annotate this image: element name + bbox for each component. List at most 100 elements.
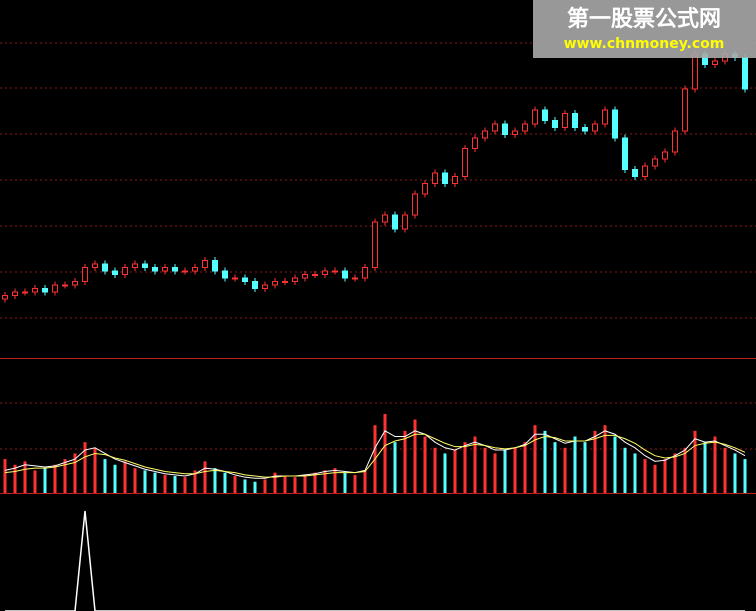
candle-body <box>72 281 78 286</box>
candle-body <box>82 267 88 282</box>
candle-body <box>52 284 58 293</box>
volume-bar <box>653 464 657 493</box>
volume-bar <box>443 453 447 493</box>
candle-body <box>212 260 218 272</box>
candle-body <box>422 183 428 195</box>
volume-bar <box>183 477 187 493</box>
candle-body <box>552 120 558 128</box>
volume-bar <box>53 464 57 493</box>
candle-body <box>452 176 458 184</box>
volume-bar <box>533 425 537 493</box>
candle-body <box>382 214 388 223</box>
candle-body <box>352 277 358 280</box>
candle-body <box>32 288 38 293</box>
candle-body <box>142 263 148 268</box>
candle-body <box>692 53 698 90</box>
volume-bar <box>503 450 507 493</box>
candle-body <box>342 270 348 279</box>
candle-body <box>402 214 408 230</box>
volume-bar <box>293 477 297 493</box>
candle-body <box>292 277 298 282</box>
candle-body <box>252 281 258 289</box>
volume-bar <box>333 468 337 493</box>
candle-body <box>182 270 188 273</box>
candle-body <box>432 172 438 184</box>
volume-bar <box>543 430 547 493</box>
volume-bar <box>23 461 27 493</box>
candle-body <box>302 274 308 279</box>
candle-body <box>672 130 678 153</box>
candle-body <box>162 267 168 272</box>
volume-bar <box>483 447 487 493</box>
candle-body <box>392 214 398 230</box>
volume-bar <box>703 442 707 493</box>
volume-bar <box>123 461 127 493</box>
volume-bar <box>473 436 477 493</box>
candle-body <box>372 221 378 268</box>
volume-bar <box>173 476 177 493</box>
candle-body <box>12 291 18 296</box>
volume-bar <box>153 472 157 493</box>
candle-body <box>202 260 208 268</box>
candle-body <box>192 267 198 272</box>
volume-bar <box>723 447 727 493</box>
volume-bar <box>163 474 167 493</box>
watermark-box <box>533 0 756 58</box>
volume-bar <box>393 442 397 493</box>
candle-body <box>472 137 478 149</box>
candle-body <box>742 57 748 90</box>
volume-bar <box>213 468 217 493</box>
candle-body <box>612 109 618 139</box>
volume-bar <box>203 461 207 493</box>
volume-bar <box>143 470 147 493</box>
candle-body <box>542 109 548 121</box>
candle-body <box>492 123 498 132</box>
candle-body <box>62 284 68 287</box>
volume-bar <box>233 476 237 493</box>
candle-body <box>602 109 608 125</box>
indicator-line <box>5 510 745 611</box>
volume-bar <box>83 442 87 493</box>
volume-bar <box>363 470 367 493</box>
candle-body <box>572 113 578 128</box>
volume-bar <box>733 453 737 493</box>
candle-body <box>462 148 468 177</box>
volume-bar <box>583 442 587 493</box>
volume-bar <box>493 453 497 493</box>
candle-body <box>122 267 128 275</box>
candle-body <box>592 123 598 132</box>
candle-body <box>502 123 508 135</box>
volume-bar <box>643 459 647 493</box>
volume-bar <box>193 470 197 493</box>
candle-body <box>582 127 588 132</box>
candle-body <box>272 281 278 286</box>
volume-bar <box>573 436 577 493</box>
volume-bar <box>33 470 37 493</box>
candle-body <box>132 263 138 268</box>
volume-bar <box>433 447 437 493</box>
volume-bar <box>593 430 597 493</box>
candle-body <box>262 284 268 289</box>
candle-body <box>242 277 248 282</box>
volume-bar <box>453 450 457 493</box>
candle-body <box>512 130 518 135</box>
volume-bar <box>693 430 697 493</box>
volume-bar <box>603 425 607 493</box>
volume-bar <box>313 472 317 493</box>
candle-body <box>412 193 418 216</box>
volume-bar <box>633 453 637 493</box>
volume-ma-line <box>4 433 746 478</box>
volume-bar <box>283 476 287 493</box>
candle-body <box>332 270 338 273</box>
volume-bar <box>113 464 117 493</box>
volume-bar <box>563 447 567 493</box>
volume-bar <box>3 459 7 493</box>
candle-body <box>92 263 98 268</box>
watermark-title: 第一股票公式网 <box>567 6 721 32</box>
marks <box>2 50 748 611</box>
candle-body <box>532 109 538 125</box>
volume-bar <box>43 468 47 493</box>
candle-body <box>112 270 118 275</box>
volume-bar <box>403 430 407 493</box>
